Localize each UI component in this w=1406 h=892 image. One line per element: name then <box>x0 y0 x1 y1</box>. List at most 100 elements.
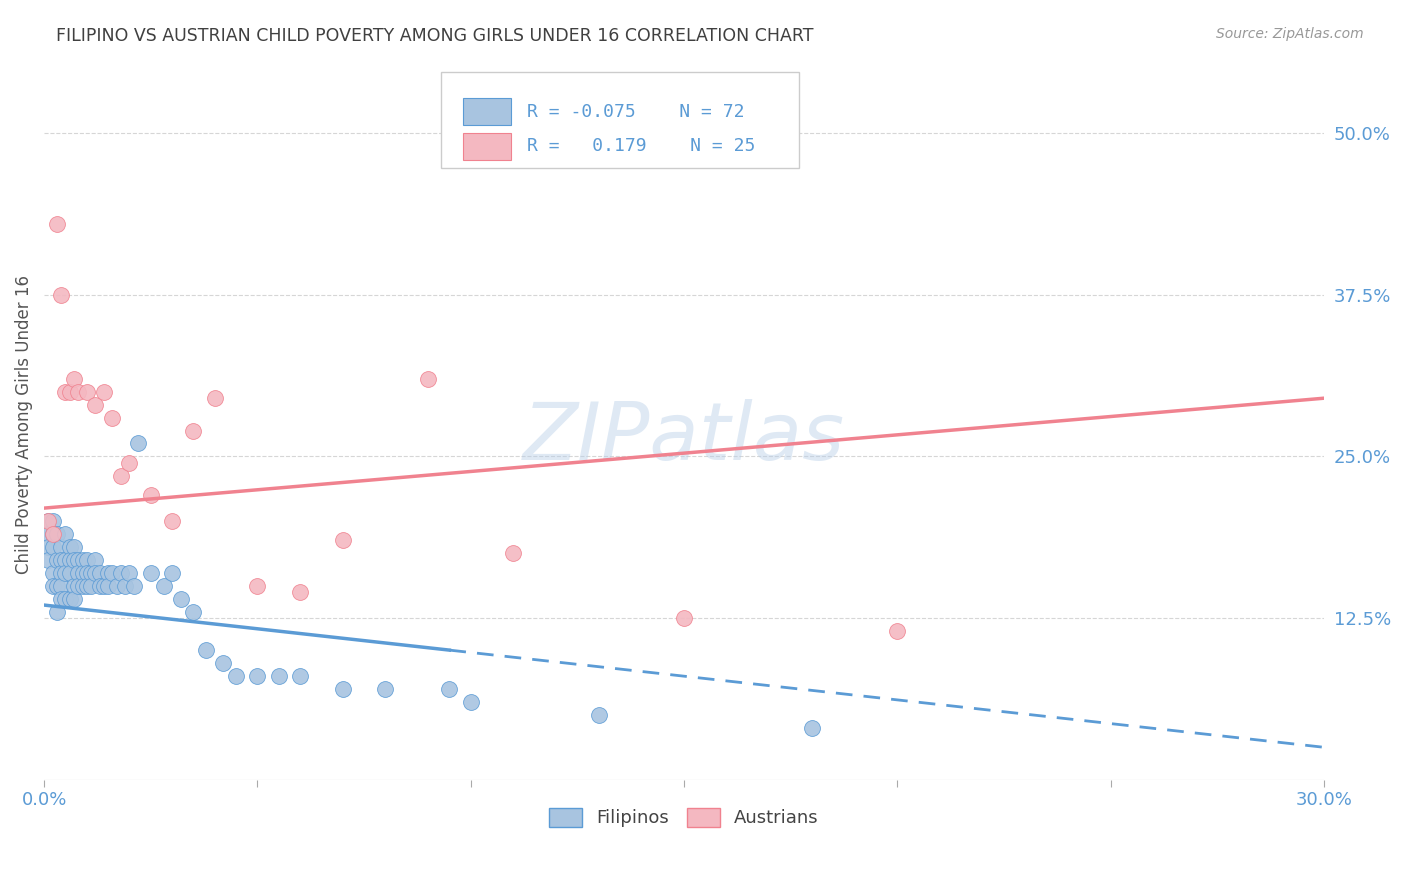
Point <box>67 566 90 580</box>
Point <box>55 384 77 399</box>
Point <box>76 566 98 580</box>
Point <box>37 540 59 554</box>
Point <box>110 468 132 483</box>
Point <box>37 553 59 567</box>
Point <box>101 566 124 580</box>
Text: R =   0.179    N = 25: R = 0.179 N = 25 <box>527 137 755 155</box>
Point <box>41 540 63 554</box>
Bar <box>463 133 512 160</box>
Point <box>460 695 482 709</box>
Point <box>51 540 73 554</box>
Point <box>72 579 94 593</box>
Point <box>374 682 396 697</box>
Point <box>76 384 98 399</box>
Point <box>45 605 67 619</box>
Point <box>139 488 162 502</box>
Point <box>80 579 103 593</box>
Point <box>41 527 63 541</box>
Point <box>41 566 63 580</box>
Point <box>37 514 59 528</box>
Point <box>76 553 98 567</box>
Point <box>101 410 124 425</box>
Point <box>45 217 67 231</box>
Point <box>212 657 235 671</box>
Point <box>127 436 149 450</box>
Point <box>93 579 115 593</box>
Point <box>67 384 90 399</box>
Point <box>63 591 86 606</box>
Point <box>89 566 111 580</box>
Y-axis label: Child Poverty Among Girls Under 16: Child Poverty Among Girls Under 16 <box>15 275 32 574</box>
Point <box>63 553 86 567</box>
Point <box>67 579 90 593</box>
Point <box>439 682 461 697</box>
Point <box>588 708 610 723</box>
Point <box>51 553 73 567</box>
Point <box>76 579 98 593</box>
Point <box>59 540 82 554</box>
Point <box>183 424 205 438</box>
Point <box>139 566 162 580</box>
FancyBboxPatch shape <box>441 72 799 168</box>
Point <box>67 553 90 567</box>
Point <box>84 566 107 580</box>
Point <box>51 591 73 606</box>
Point <box>332 682 354 697</box>
Point <box>160 566 183 580</box>
Point <box>41 514 63 528</box>
Point <box>118 456 141 470</box>
Point <box>63 372 86 386</box>
Point <box>45 527 67 541</box>
Point <box>84 553 107 567</box>
Text: R = -0.075    N = 72: R = -0.075 N = 72 <box>527 103 744 121</box>
Point <box>51 287 73 301</box>
Point <box>160 514 183 528</box>
Point <box>204 391 226 405</box>
Point <box>169 591 191 606</box>
Point <box>225 669 247 683</box>
Point <box>288 585 311 599</box>
Point <box>51 579 73 593</box>
Point <box>37 527 59 541</box>
Point <box>122 579 145 593</box>
Text: FILIPINO VS AUSTRIAN CHILD POVERTY AMONG GIRLS UNDER 16 CORRELATION CHART: FILIPINO VS AUSTRIAN CHILD POVERTY AMONG… <box>56 27 814 45</box>
Point <box>672 611 695 625</box>
Point <box>45 579 67 593</box>
Point <box>63 579 86 593</box>
Point <box>267 669 290 683</box>
Point <box>45 553 67 567</box>
Point <box>105 579 128 593</box>
Point <box>246 579 269 593</box>
Point <box>93 384 115 399</box>
Point <box>502 546 524 560</box>
Point <box>59 591 82 606</box>
Point <box>195 643 218 657</box>
Point <box>55 591 77 606</box>
Point <box>51 566 73 580</box>
Point <box>152 579 174 593</box>
Point <box>41 579 63 593</box>
Point <box>41 527 63 541</box>
Point <box>118 566 141 580</box>
Point <box>332 533 354 548</box>
Legend: Filipinos, Austrians: Filipinos, Austrians <box>543 801 825 835</box>
Point <box>55 566 77 580</box>
Point <box>416 372 439 386</box>
Point <box>72 566 94 580</box>
Point <box>84 398 107 412</box>
Point <box>288 669 311 683</box>
Point <box>97 579 120 593</box>
Point <box>886 624 908 638</box>
Bar <box>463 98 512 126</box>
Point <box>59 384 82 399</box>
Point <box>110 566 132 580</box>
Point <box>55 527 77 541</box>
Point <box>37 514 59 528</box>
Point <box>59 553 82 567</box>
Point <box>55 553 77 567</box>
Point <box>183 605 205 619</box>
Text: Source: ZipAtlas.com: Source: ZipAtlas.com <box>1216 27 1364 41</box>
Point <box>114 579 136 593</box>
Point <box>801 721 824 735</box>
Point <box>246 669 269 683</box>
